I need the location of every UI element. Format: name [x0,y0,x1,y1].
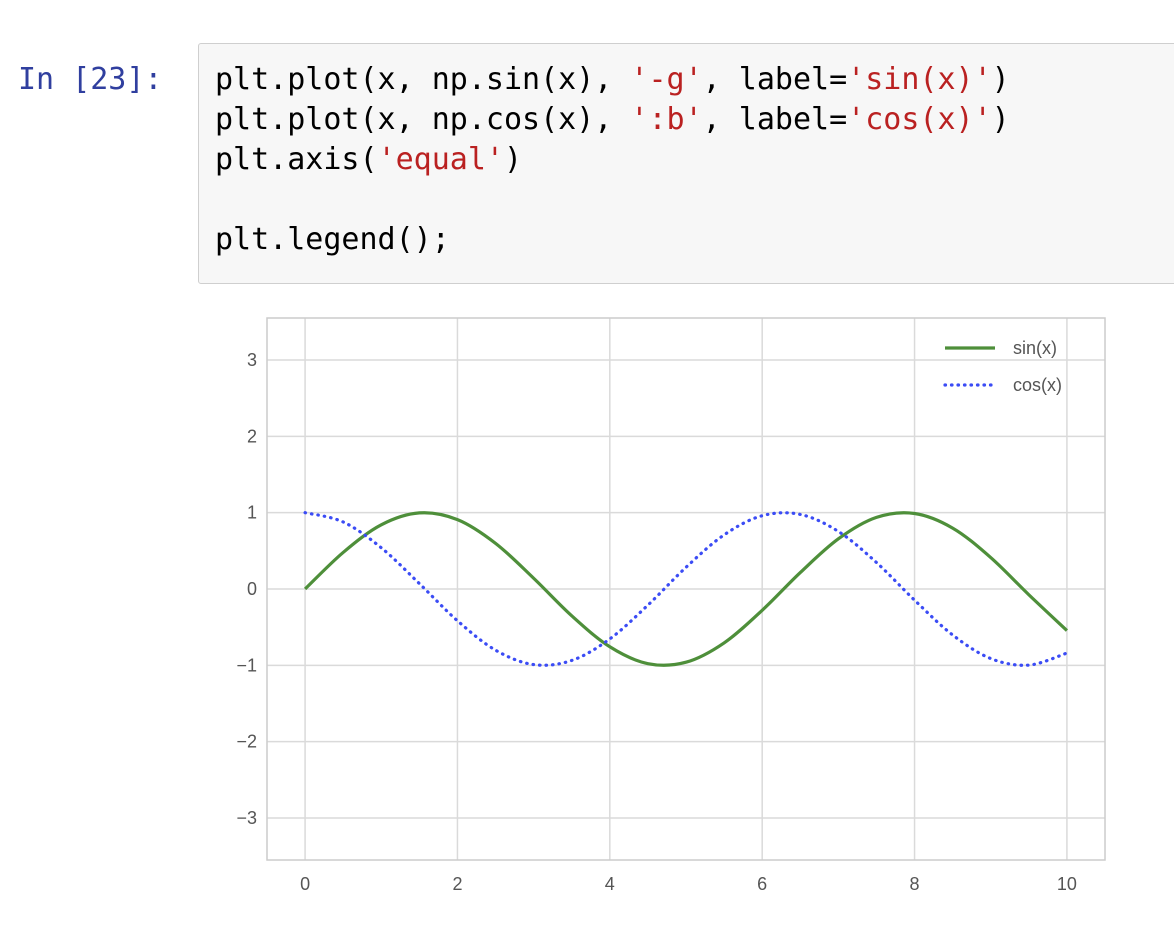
code-token: ) [504,142,523,177]
code-token: , label= [702,62,848,97]
code-token: plt.axis( [215,142,378,177]
x-tick-label: 10 [1057,874,1077,894]
code-token: plt.plot(x, np.sin(x), [215,62,631,97]
code-string-token: ':b' [630,102,703,137]
y-tick-label: −1 [236,655,257,675]
x-tick-label: 8 [910,874,920,894]
series-line-0 [303,511,1069,667]
x-tick-label: 2 [452,874,462,894]
x-tick-label: 4 [605,874,615,894]
x-tick-label: 6 [757,874,767,894]
code-line: plt.axis('equal') [215,140,1010,180]
cell-prompt: In [23]: [18,62,163,97]
code-editor[interactable]: plt.plot(x, np.sin(x), '-g', label='sin(… [215,60,1010,260]
code-line: plt.plot(x, np.cos(x), ':b', label='cos(… [215,100,1010,140]
code-token: , label= [702,102,848,137]
code-cell[interactable]: plt.plot(x, np.sin(x), '-g', label='sin(… [198,43,1174,284]
code-string-token: 'cos(x)' [847,102,992,137]
y-tick-label: −2 [236,732,257,752]
y-tick-label: 3 [247,350,257,370]
code-token: plt.legend(); [215,222,450,257]
series-line-1 [303,511,1069,667]
code-token: ) [991,62,1010,97]
x-tick-label: 0 [300,874,310,894]
code-string-token: 'equal' [377,142,504,177]
code-token: plt.plot(x, np.cos(x), [215,102,631,137]
legend-label: cos(x) [1013,375,1062,395]
code-string-token: '-g' [630,62,703,97]
legend-label: sin(x) [1013,338,1057,358]
code-line: plt.plot(x, np.sin(x), '-g', label='sin(… [215,60,1010,100]
code-token: ) [991,102,1010,137]
y-tick-label: 0 [247,579,257,599]
y-tick-label: −3 [236,808,257,828]
y-tick-label: 2 [247,426,257,446]
y-tick-label: 1 [247,503,257,523]
code-string-token: 'sin(x)' [847,62,992,97]
code-line: plt.legend(); [215,220,1010,260]
plot-frame [266,317,1106,861]
